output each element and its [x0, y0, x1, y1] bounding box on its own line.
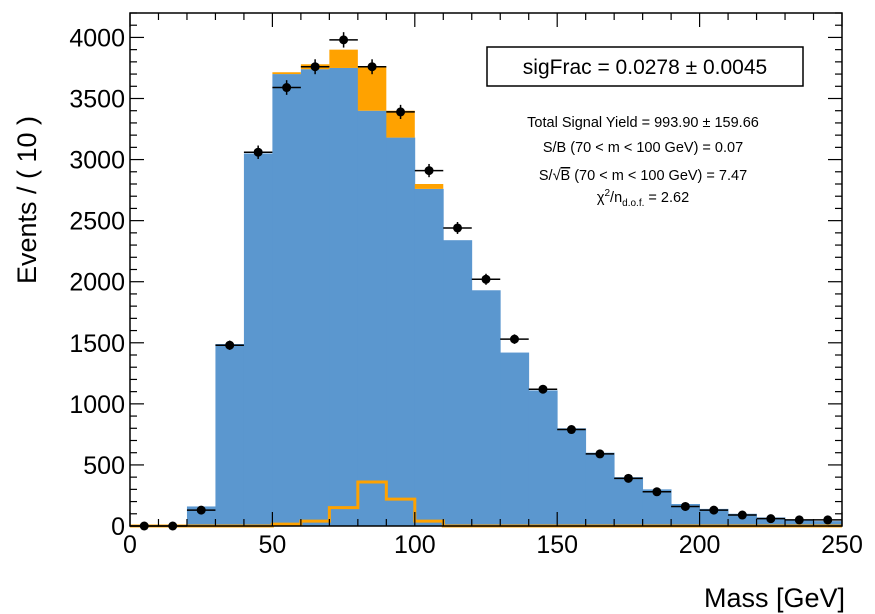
sigfrac-label: sigFrac = 0.0278 ± 0.0045 — [523, 56, 767, 79]
background-bar — [329, 67, 359, 526]
chi2-subscript: d.o.f. — [622, 198, 644, 209]
data-point — [623, 473, 633, 483]
background-bar — [243, 153, 273, 526]
y-tick-label: 3000 — [69, 147, 125, 175]
data-point — [823, 515, 833, 525]
y-tick-label: 4000 — [69, 24, 125, 52]
signal-stack-bar — [272, 72, 301, 75]
chi2-value: = 2.62 — [644, 190, 689, 206]
background-bar — [671, 504, 700, 526]
data-point — [595, 449, 605, 459]
background-bar — [728, 513, 757, 526]
data-point — [766, 514, 776, 524]
data-point — [310, 62, 320, 72]
y-tick-label: 2000 — [69, 269, 125, 297]
background-bar — [528, 390, 558, 526]
data-point — [196, 505, 206, 515]
chi2-ndof-label: χ2/nd.o.f. = 2.62 — [597, 188, 689, 209]
x-axis-ticks: 0 50 100 150 200 250 — [123, 13, 863, 559]
x-axis-title: Mass [GeV] — [704, 583, 845, 613]
x-tick-label: 200 — [679, 531, 721, 559]
background-bar — [557, 428, 587, 526]
data-point — [709, 505, 719, 515]
s-over-sqrt-b-rest: (70 < m < 100 GeV) = 7.47 — [570, 168, 747, 184]
x-tick-label: 250 — [821, 531, 863, 559]
data-point — [225, 340, 235, 350]
y-tick-label: 1000 — [69, 391, 125, 419]
data-point — [282, 83, 292, 93]
data-point — [538, 384, 548, 394]
signal-stack-bar — [414, 184, 444, 189]
data-point — [339, 35, 349, 45]
data-point — [566, 425, 576, 435]
y-tick-label: 1500 — [69, 330, 125, 358]
x-tick-label: 0 — [123, 531, 137, 559]
background-bar — [699, 508, 729, 526]
background-bar — [386, 137, 416, 527]
signal-stack-histogram — [272, 49, 444, 189]
sigfrac-box: sigFrac = 0.0278 ± 0.0045 — [486, 46, 804, 87]
background-bar — [585, 452, 615, 526]
y-tick-label: 0 — [111, 513, 125, 541]
data-point — [737, 510, 747, 520]
background-bar — [215, 344, 245, 526]
data-point — [652, 487, 662, 497]
x-tick-label: 50 — [258, 531, 286, 559]
x-tick-label: 150 — [536, 531, 578, 559]
data-point — [424, 166, 434, 176]
y-tick-label: 500 — [83, 452, 125, 480]
data-point — [680, 501, 690, 511]
y-axis-ticks: 0 500 1000 1500 2000 2500 3000 3500 4000 — [69, 12, 842, 541]
s-over-b-label: S/B (70 < m < 100 GeV) = 0.07 — [543, 140, 743, 156]
background-bar — [614, 477, 644, 526]
chi2-superscript: 2 — [604, 188, 610, 199]
s-over-sqrt-b-label: S/√B (70 < m < 100 GeV) = 7.47 — [539, 168, 747, 184]
background-histogram — [186, 67, 843, 527]
background-bar — [186, 506, 216, 526]
signal-stack-bar — [329, 49, 358, 68]
data-point — [253, 147, 263, 157]
s-over-sqrt-b-prefix: S/ — [539, 168, 554, 184]
data-point — [481, 274, 491, 284]
chi2-symbol: χ — [597, 190, 605, 206]
background-bar — [414, 188, 444, 526]
background-bar — [443, 240, 473, 526]
background-bar — [357, 110, 387, 526]
background-bar — [471, 290, 501, 526]
background-bar — [272, 74, 302, 527]
sigfrac-box-frame — [486, 46, 804, 87]
s-over-sqrt-b-radicand: B — [561, 168, 571, 184]
chi2-slash-n: /n — [610, 190, 622, 206]
sqrt-symbol: √ — [553, 168, 561, 184]
data-point — [396, 107, 406, 117]
x-tick-label: 100 — [394, 531, 436, 559]
y-tick-label: 3500 — [69, 86, 125, 114]
data-point — [509, 334, 519, 344]
background-bar — [500, 352, 530, 526]
data-points — [130, 32, 842, 531]
data-point — [794, 515, 804, 525]
y-tick-label: 2500 — [69, 208, 125, 236]
y-axis-title: Events / ( 10 ) — [12, 116, 42, 284]
background-bar — [300, 69, 330, 526]
data-point — [367, 62, 377, 72]
data-point — [453, 223, 463, 233]
total-signal-yield-label: Total Signal Yield = 993.90 ± 159.66 — [527, 115, 759, 131]
